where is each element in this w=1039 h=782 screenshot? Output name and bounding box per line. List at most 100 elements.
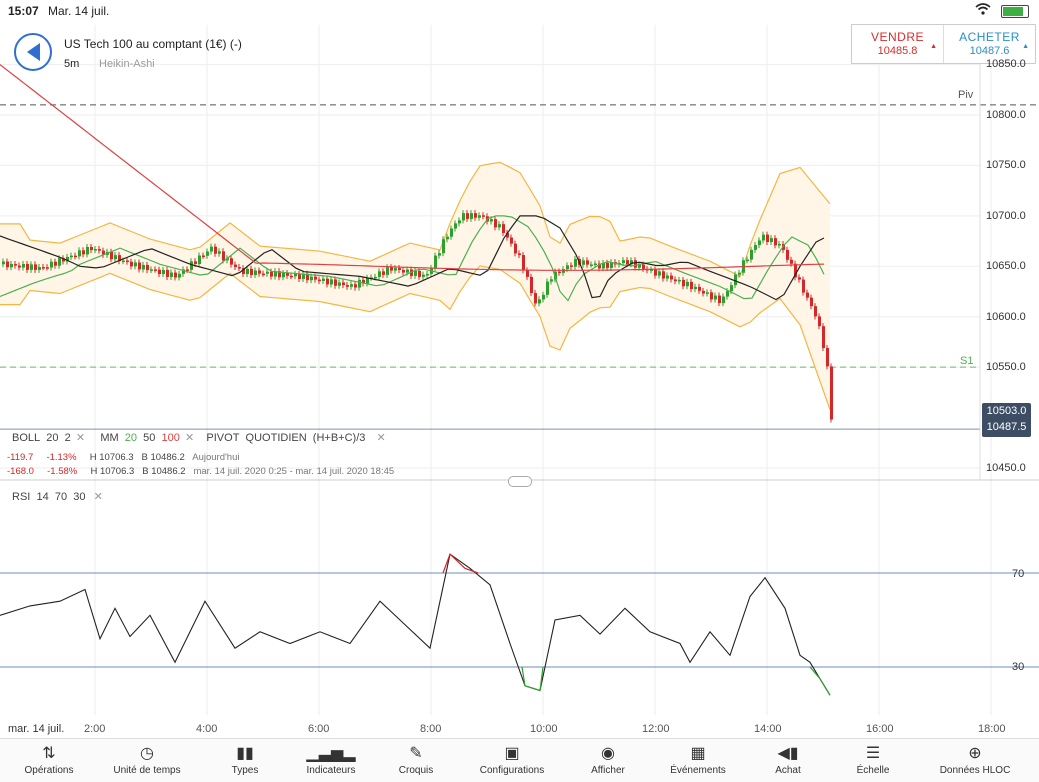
x-axis-start: mar. 14 juil. [8,723,65,735]
toolbar-hloc[interactable]: ⊕ Données HLOC [930,739,1020,782]
rsi-name: RSI [12,491,31,503]
buy-button[interactable]: ACHETER 10487.6 ▲ [944,25,1035,63]
candle [474,213,477,218]
candle [458,220,461,224]
tick-up-icon: ▲ [1022,43,1029,50]
toolbar-timeframe[interactable]: ◷ Unité de temps [102,739,192,782]
candle [782,243,785,250]
toolbar-configurations[interactable]: ▣ Configurations [467,739,557,782]
candle [98,249,101,251]
candle [538,299,541,304]
toolbar-purchase[interactable]: ◀▮ Achat [743,739,833,782]
candle [810,297,813,307]
candle [722,296,725,304]
candle [674,279,677,282]
boll-dev: 2 [64,432,71,444]
candle [326,278,329,285]
toolbar-drawing[interactable]: ✎ Croquis [371,739,461,782]
close-icon[interactable]: ✕ [75,432,86,444]
sell-button[interactable]: VENDRE 10485.8 ▲ [852,25,944,63]
candle [794,263,797,278]
candle [638,264,641,268]
candle [34,264,37,270]
toolbar-operations[interactable]: ⇅ Opérations [4,739,94,782]
candle [306,273,309,281]
close-icon[interactable]: ✕ [376,432,386,444]
candle [790,259,793,264]
candle [670,275,673,280]
chart-type-label[interactable]: Heikin-Ashi [99,58,155,70]
candle [754,245,757,250]
pivot-formula: (H+B+C)/3 [312,432,366,444]
candle [622,260,625,264]
legend-row-range: -168.0 -1.58% H 10706.3 B 10486.2 mar. 1… [7,466,394,477]
rsi-legend[interactable]: RSI 14 70 30 ✕ [12,490,103,503]
candle [798,277,801,280]
candle [682,279,685,287]
candle [258,270,261,274]
candle [222,251,225,261]
pane-resize-handle[interactable] [508,476,532,487]
candle [658,271,661,276]
candle [2,261,5,265]
megaphone-icon: ◀▮ [777,745,799,762]
candle [642,264,645,269]
pivot-legend[interactable]: PIVOT QUOTIDIEN (H+B+C)/3 [206,432,365,444]
candle [110,251,113,260]
candle [454,223,457,229]
battery-icon [1001,5,1029,18]
price-badge-ask: 10487.5 [986,421,1027,433]
candle [374,276,377,279]
candle [206,251,209,256]
candle [158,269,161,275]
boll-legend[interactable]: BOLL 20 2 [12,432,71,444]
pivot-name: PIVOT [206,432,240,444]
candle [274,271,277,277]
toolbar-events[interactable]: ▦ Événements [653,739,743,782]
toolbar-indicators[interactable]: ▁▃▅▂ Indicateurs [286,739,376,782]
candle [438,253,441,256]
mm-100: 100 [161,432,180,444]
period-desc: mar. 14 juil. 2020 0:25 - mar. 14 juil. … [193,466,395,477]
candle [250,268,253,275]
candle [550,279,553,282]
price-chart[interactable] [0,22,1039,738]
timeframe-label[interactable]: 5m [64,58,80,70]
back-button[interactable] [14,33,52,71]
x-tick: 16:00 [866,723,894,735]
candle [466,213,469,219]
low-value: B 10486.2 [142,466,186,477]
candle [394,268,397,271]
calendar-icon: ▦ [690,745,706,762]
candle [714,295,717,300]
candle [70,255,73,258]
candle [42,267,45,269]
candle [194,261,197,264]
candle [530,276,533,294]
candle [174,272,177,278]
price-tick: 10650.0 [986,260,1026,272]
toolbar-display[interactable]: ◉ Afficher [563,739,653,782]
high-value: H 10706.3 [89,452,134,463]
candle [282,272,285,278]
rsi-level-30: 30 [1012,661,1025,673]
candle [390,267,393,271]
candle [358,279,361,288]
toolbar-types[interactable]: ▮▮ Types [200,739,290,782]
close-icon[interactable]: ✕ [184,432,195,444]
mm-legend[interactable]: MM 20 50 100 [100,432,180,444]
candle [406,269,409,273]
candle [58,258,61,266]
candle [10,264,13,268]
candle [706,292,709,294]
s1-label: S1 [960,355,974,367]
candle [830,366,833,420]
candle [514,243,517,254]
toolbar-scale[interactable]: ☰ Échelle [828,739,918,782]
buy-label: ACHETER [959,30,1020,44]
candle [826,347,829,367]
boll-lower [0,265,831,410]
change-percent: -1.13% [46,452,77,463]
close-icon[interactable]: ✕ [93,491,103,503]
boll-name: BOLL [12,432,41,444]
